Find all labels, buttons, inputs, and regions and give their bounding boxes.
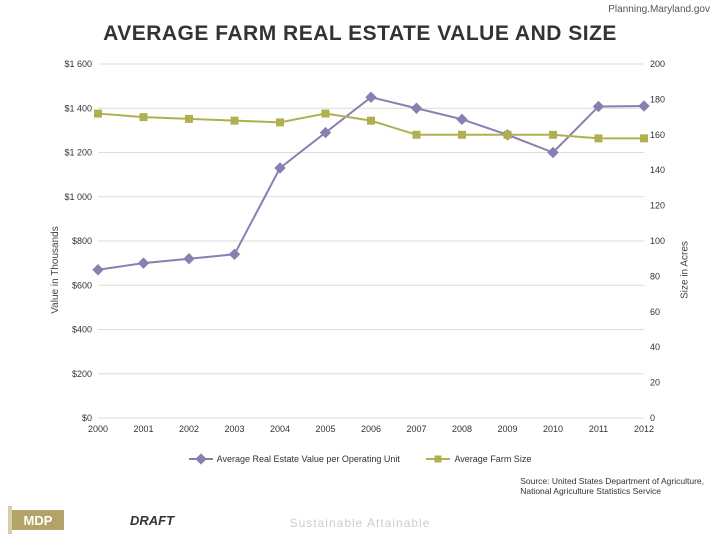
svg-text:160: 160 bbox=[650, 130, 665, 140]
svg-text:40: 40 bbox=[650, 342, 660, 352]
legend-item-size: Average Farm Size bbox=[426, 454, 531, 464]
chart-svg: $0 $200 $400 $600 $800 $1 000 $1 200 $1 400 $1 6… bbox=[48, 58, 678, 438]
draft-watermark: DRAFT bbox=[130, 513, 174, 528]
svg-text:2003: 2003 bbox=[224, 424, 244, 434]
svg-text:2005: 2005 bbox=[315, 424, 335, 434]
source-line2: National Agriculture Statistics Service bbox=[520, 486, 704, 496]
svg-text:180: 180 bbox=[650, 94, 665, 104]
svg-text:2004: 2004 bbox=[270, 424, 290, 434]
svg-text:2002: 2002 bbox=[179, 424, 199, 434]
svg-text:$400: $400 bbox=[72, 325, 92, 335]
source-attribution: Source: United States Department of Agri… bbox=[520, 476, 704, 496]
svg-text:60: 60 bbox=[650, 307, 660, 317]
chart-area: $0 $200 $400 $600 $800 $1 000 $1 200 $1 400 $1 6… bbox=[48, 58, 678, 438]
svg-text:MDP: MDP bbox=[24, 513, 53, 528]
svg-text:$1 000: $1 000 bbox=[64, 192, 92, 202]
svg-text:$0: $0 bbox=[82, 413, 92, 423]
svg-text:120: 120 bbox=[650, 201, 665, 211]
svg-text:$1 200: $1 200 bbox=[64, 148, 92, 158]
svg-text:2007: 2007 bbox=[406, 424, 426, 434]
svg-text:0: 0 bbox=[650, 413, 655, 423]
svg-text:20: 20 bbox=[650, 378, 660, 388]
svg-text:140: 140 bbox=[650, 165, 665, 175]
svg-text:2006: 2006 bbox=[361, 424, 381, 434]
header-site-link[interactable]: Planning.Maryland.gov bbox=[608, 4, 710, 15]
svg-text:100: 100 bbox=[650, 236, 665, 246]
footer-watermark: Sustainable Attainable bbox=[290, 516, 431, 530]
legend-label: Average Real Estate Value per Operating … bbox=[217, 454, 400, 464]
svg-text:200: 200 bbox=[650, 59, 665, 69]
mdp-logo: MDP bbox=[8, 506, 64, 534]
svg-text:$1 600: $1 600 bbox=[64, 59, 92, 69]
y-right-axis-label: Size in Acres bbox=[680, 241, 691, 299]
svg-text:2001: 2001 bbox=[133, 424, 153, 434]
svg-text:2011: 2011 bbox=[589, 424, 608, 434]
source-line1: Source: United States Department of Agri… bbox=[520, 476, 704, 486]
svg-text:2010: 2010 bbox=[543, 424, 563, 434]
svg-text:2008: 2008 bbox=[452, 424, 472, 434]
svg-text:80: 80 bbox=[650, 271, 660, 281]
svg-text:2012: 2012 bbox=[634, 424, 654, 434]
svg-text:2000: 2000 bbox=[88, 424, 108, 434]
svg-text:$800: $800 bbox=[72, 236, 92, 246]
svg-text:$600: $600 bbox=[72, 280, 92, 290]
svg-text:$200: $200 bbox=[72, 369, 92, 379]
svg-text:$1 400: $1 400 bbox=[64, 103, 92, 113]
svg-text:2009: 2009 bbox=[497, 424, 517, 434]
legend-item-value: Average Real Estate Value per Operating … bbox=[189, 454, 400, 464]
legend-label: Average Farm Size bbox=[454, 454, 531, 464]
legend: Average Real Estate Value per Operating … bbox=[0, 452, 720, 464]
chart-title: AVERAGE FARM REAL ESTATE VALUE AND SIZE bbox=[0, 22, 720, 46]
